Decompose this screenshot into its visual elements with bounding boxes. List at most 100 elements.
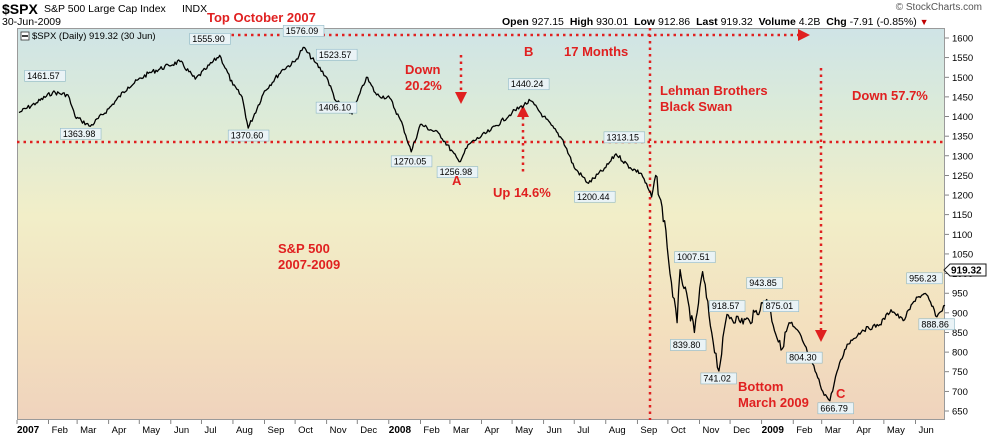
- y-tick-label: 1100: [952, 230, 972, 241]
- y-axis: 1600 1550 1500 1450 1400 1350 1300 1250 1200 1150…: [945, 34, 973, 418]
- down-triangle-icon: ▼: [919, 17, 929, 27]
- x-tick-label: Oct: [671, 425, 686, 436]
- x-tick-label: Dec: [360, 425, 377, 436]
- price-label-box: [817, 402, 854, 415]
- price-label: 1555.90: [189, 33, 231, 45]
- annotation-down-1-pct: 20.2%: [405, 78, 442, 93]
- y-tick-label: 1350: [952, 132, 973, 143]
- x-tick-label: Jun: [547, 425, 562, 436]
- x-tick-label: Apr: [112, 425, 127, 436]
- price-label: 1007.51: [674, 251, 716, 263]
- annotation-b: B: [524, 44, 533, 59]
- price-label-text: 1256.98: [440, 167, 473, 177]
- arrow-right-icon: [798, 29, 810, 41]
- price-label-text: 1461.57: [27, 71, 60, 81]
- annotation-top: Top October 2007: [207, 10, 316, 25]
- price-label: 918.57: [709, 300, 746, 312]
- y-tick-label: 1600: [952, 34, 973, 45]
- price-label-text: 1440.24: [511, 79, 544, 89]
- price-label: 1200.44: [574, 190, 616, 203]
- x-tick-label: Feb: [423, 425, 439, 436]
- price-label-text: 1555.90: [192, 34, 225, 44]
- price-label-text: 918.57: [712, 301, 740, 311]
- annotation-17-months: 17 Months: [564, 44, 628, 59]
- open-label: Open: [502, 16, 529, 28]
- price-label: 1363.98: [60, 128, 102, 140]
- price-label-text: 1576.09: [286, 26, 319, 36]
- price-label-text: 1370.60: [231, 131, 264, 141]
- annotation-bottom: Bottom: [738, 379, 784, 394]
- price-label-box: [282, 25, 325, 37]
- price-label-text: 1200.44: [577, 192, 610, 202]
- price-label-box: [508, 78, 550, 91]
- x-tick-label: 2009: [762, 425, 785, 436]
- last-label: Last: [696, 16, 718, 28]
- price-label: 839.80: [670, 339, 707, 351]
- index-name: S&P 500 Large Cap Index: [44, 3, 166, 15]
- y-tick-label: 1400: [952, 112, 973, 123]
- x-tick-label: Apr: [485, 425, 500, 436]
- price-label-box: [786, 351, 823, 364]
- price-label-text: 1523.57: [319, 50, 352, 60]
- annotation-c: C: [836, 386, 846, 401]
- price-label-box: [746, 277, 783, 289]
- annotation-march-2009: March 2009: [738, 395, 809, 410]
- y-tick-label: 1050: [952, 249, 973, 260]
- y-tick-label: 1150: [952, 210, 972, 221]
- annotation-down-1: Down: [405, 62, 440, 77]
- y-tick-label: 1500: [952, 73, 973, 84]
- x-tick-label: Mar: [80, 425, 96, 436]
- y-tick-label: 1200: [952, 191, 973, 202]
- y-tick-label: 700: [952, 387, 968, 398]
- legend-swatch-icon: [20, 31, 30, 41]
- price-label: 943.85: [746, 277, 783, 289]
- x-tick-label: 2007: [17, 425, 40, 436]
- high-value: 930.01: [596, 16, 629, 28]
- x-tick-label: Sep: [268, 425, 285, 436]
- x-tick-label: Dec: [733, 425, 750, 436]
- y-tick-label: 650: [952, 407, 968, 418]
- x-tick-label: Jun: [174, 425, 189, 436]
- y-tick-label: 1450: [952, 92, 973, 103]
- last-price-value: 919.32: [951, 266, 982, 277]
- price-label: 875.01: [762, 300, 800, 312]
- price-label-text: 839.80: [673, 340, 701, 350]
- volume-value: 4.2B: [798, 16, 821, 28]
- price-label-box: [709, 300, 746, 312]
- open-value: 927.15: [531, 16, 564, 28]
- price-label-box: [762, 300, 800, 312]
- price-label-text: 1270.05: [394, 156, 427, 166]
- price-label-box: [316, 48, 358, 61]
- x-tick-label: May: [515, 425, 533, 436]
- price-label-box: [315, 101, 358, 114]
- x-tick-label: Aug: [609, 425, 626, 436]
- annotation-sp500: S&P 500: [278, 241, 330, 256]
- x-tick-label: Sep: [640, 425, 657, 436]
- price-label: 1270.05: [390, 155, 433, 168]
- price-label-box: [227, 129, 270, 142]
- x-tick-label: Mar: [453, 425, 469, 436]
- price-label: 1313.15: [603, 131, 645, 144]
- price-labels: 1461.57 1363.98 1555.90 1370.60 1576.09 1523.…: [24, 25, 955, 415]
- x-tick-label: Apr: [856, 425, 871, 436]
- price-label-text: 666.79: [820, 403, 848, 413]
- price-label-text: 1007.51: [677, 252, 710, 262]
- quote-bar: Open 927.15 High 930.01 Low 912.86 Last …: [502, 16, 929, 28]
- y-tick-label: 750: [952, 367, 968, 378]
- x-tick-label: May: [887, 425, 905, 436]
- price-label-text: 956.23: [909, 273, 937, 283]
- price-label-box: [603, 131, 645, 144]
- price-label: 1461.57: [24, 70, 66, 82]
- annotation-up: Up 14.6%: [493, 185, 551, 200]
- y-tick-label: 1300: [952, 151, 973, 162]
- price-series-line: [18, 46, 946, 402]
- x-tick-label: Jul: [204, 425, 216, 436]
- price-label-box: [906, 272, 943, 285]
- x-tick-label: Nov: [330, 425, 347, 436]
- price-label-box: [60, 128, 102, 140]
- y-tick-label: 1550: [952, 53, 973, 64]
- price-label: 1256.98: [436, 166, 479, 178]
- annotation-lehman: Lehman Brothers: [660, 83, 768, 98]
- price-label: 666.79: [817, 402, 854, 415]
